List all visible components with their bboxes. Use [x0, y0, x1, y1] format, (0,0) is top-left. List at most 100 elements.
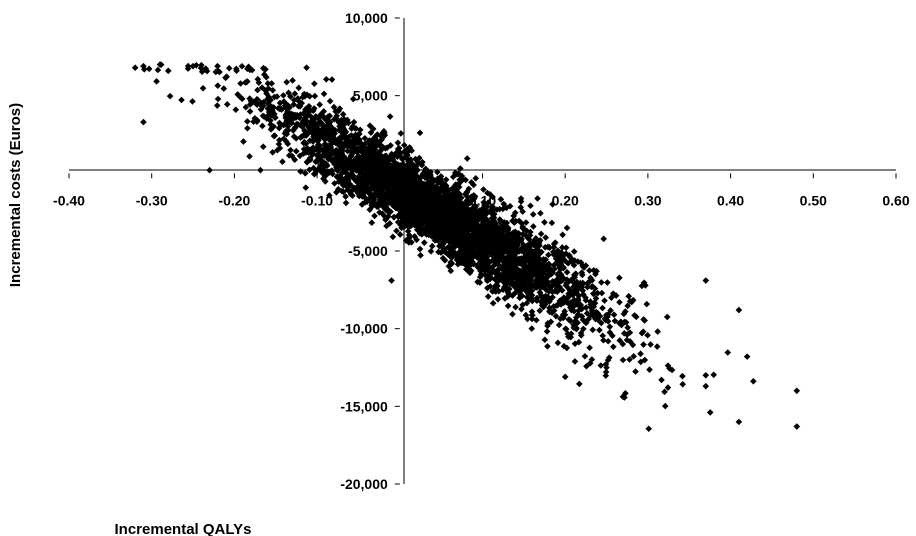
data-point: [539, 279, 547, 286]
data-point: [505, 290, 512, 298]
data-point: [330, 134, 337, 142]
data-point: [463, 234, 471, 242]
data-point: [544, 343, 551, 350]
data-point: [310, 123, 318, 130]
data-point: [484, 263, 491, 270]
data-point: [515, 282, 523, 289]
data-point: [387, 208, 394, 216]
data-point: [455, 194, 462, 201]
data-point: [355, 157, 362, 165]
data-point: [385, 180, 393, 187]
data-point: [279, 158, 286, 166]
data-point: [418, 199, 426, 207]
data-point: [418, 161, 426, 169]
data-point: [442, 176, 450, 184]
data-point: [472, 175, 479, 182]
data-point: [388, 150, 395, 158]
data-point: [430, 211, 438, 219]
data-point: [490, 250, 497, 258]
data-point: [301, 170, 309, 177]
data-point: [547, 318, 555, 326]
data-point: [423, 199, 431, 207]
data-point: [374, 152, 382, 159]
data-point: [548, 283, 556, 290]
data-point: [508, 260, 515, 267]
data-point: [439, 248, 446, 255]
data-point: [446, 192, 454, 199]
data-point: [232, 65, 240, 73]
data-point: [334, 116, 341, 124]
data-point: [527, 202, 534, 210]
data-point: [551, 239, 559, 246]
data-point: [328, 124, 336, 131]
data-point: [559, 231, 566, 239]
data-point: [412, 192, 420, 199]
data-point: [578, 305, 586, 313]
data-point: [464, 260, 472, 268]
data-point: [323, 160, 330, 168]
data-point: [283, 78, 291, 86]
data-point: [404, 227, 412, 235]
data-point: [417, 251, 424, 259]
data-point: [501, 284, 508, 291]
data-point: [433, 227, 441, 234]
data-point: [441, 256, 449, 264]
data-point: [271, 93, 278, 101]
data-point: [460, 259, 468, 267]
data-point: [556, 297, 564, 305]
data-point: [267, 96, 274, 104]
data-point: [342, 128, 350, 136]
data-point: [491, 275, 498, 283]
data-point: [541, 336, 549, 344]
data-point: [438, 243, 446, 251]
data-point: [442, 185, 449, 193]
data-point: [276, 136, 283, 144]
data-point: [189, 62, 197, 70]
data-point: [411, 233, 418, 240]
data-point: [394, 161, 402, 168]
data-point: [437, 194, 444, 201]
data-point: [500, 225, 507, 233]
data-point: [275, 104, 282, 112]
data-point: [496, 273, 503, 281]
data-point: [641, 356, 649, 364]
data-point: [453, 203, 461, 211]
data-point: [364, 184, 371, 191]
data-point: [642, 282, 649, 289]
data-point: [647, 341, 654, 348]
data-point: [293, 121, 300, 128]
data-point: [380, 166, 388, 174]
data-point: [536, 307, 544, 315]
data-point: [554, 251, 562, 259]
data-point: [340, 134, 348, 141]
data-point: [432, 231, 439, 238]
data-point: [486, 265, 493, 273]
data-point: [356, 130, 363, 138]
data-point: [399, 200, 406, 208]
data-point: [469, 244, 476, 251]
data-point: [552, 312, 560, 320]
data-point: [596, 312, 604, 320]
data-point: [658, 376, 665, 384]
data-point: [560, 264, 567, 271]
data-point: [368, 219, 376, 227]
data-point: [316, 142, 324, 149]
data-point: [390, 202, 397, 210]
data-point: [338, 140, 346, 147]
data-point: [153, 78, 160, 85]
data-point: [356, 126, 364, 134]
data-point: [259, 143, 267, 151]
data-point: [264, 95, 271, 103]
data-point: [316, 119, 324, 127]
data-point: [543, 328, 551, 335]
data-point: [320, 151, 327, 159]
data-point: [578, 313, 586, 320]
data-point: [456, 190, 463, 198]
data-point: [457, 165, 464, 172]
data-point: [382, 156, 389, 164]
data-point: [383, 222, 390, 230]
data-point: [199, 84, 207, 92]
data-point: [403, 219, 410, 227]
data-point: [300, 109, 307, 117]
data-point: [386, 113, 394, 120]
